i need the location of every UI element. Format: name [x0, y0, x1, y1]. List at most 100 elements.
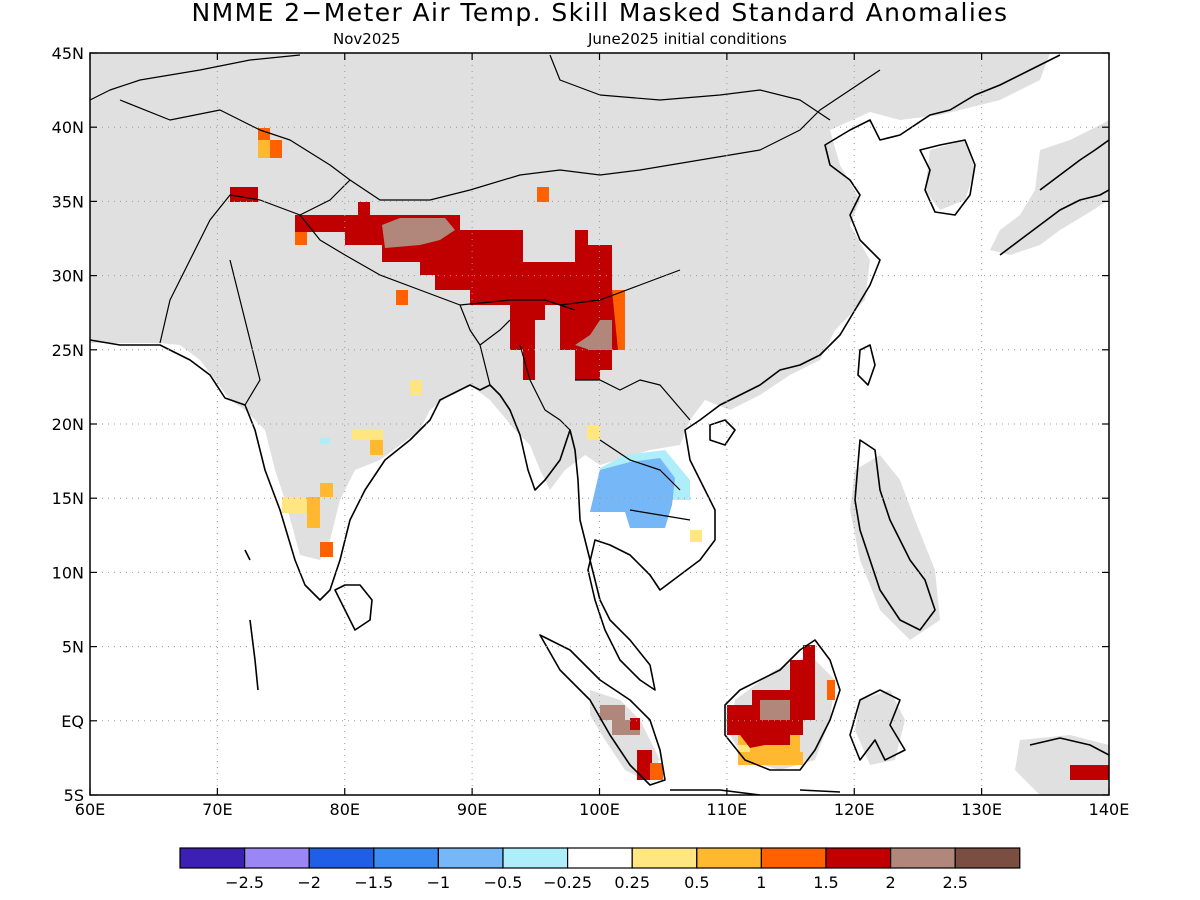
anomaly-cell [396, 290, 408, 305]
coastline-sulawesi [849, 689, 906, 761]
colorbar-swatch [179, 847, 246, 869]
lat-tick-label: 10N [52, 563, 84, 582]
anomaly-cell [612, 290, 625, 350]
coastline-taiwan [857, 344, 876, 386]
colorbar-label: −0.25 [543, 873, 592, 892]
anomaly-cell [775, 752, 803, 765]
lat-tick-label: 40N [52, 118, 84, 137]
map-title: NMME 2−Meter Air Temp. Skill Masked Stan… [191, 0, 1009, 27]
colorbar-label: 0.25 [614, 873, 650, 892]
colorbar-swatch [566, 847, 633, 869]
lon-tick-label: 60E [75, 800, 105, 819]
anomaly-cell [307, 497, 320, 528]
colorbar-swatch [502, 847, 569, 869]
forecast-month: Nov2025 [333, 30, 401, 48]
colorbar-legend: −2.5 −2 −1.5 −1 −0.5 −0.25 0.25 0.5 1 1.5 2 2.5 [179, 847, 1021, 892]
colorbar-label: −0.5 [484, 873, 523, 892]
lat-tick-label: 30N [52, 267, 84, 286]
anomaly-cell [537, 187, 549, 202]
anomaly-cell [590, 458, 675, 528]
lat-tick-label: 5S [64, 786, 84, 805]
anomaly-cell [320, 542, 333, 557]
lat-tick-label: EQ [61, 712, 84, 731]
anomaly-cell [637, 750, 652, 780]
anomaly-cell [1070, 765, 1109, 780]
colorbar-swatch [308, 847, 375, 869]
lat-tick-label: 35N [52, 192, 84, 211]
anomaly-cell [230, 187, 258, 202]
masked-philippines [850, 455, 940, 640]
colorbar-label: −2.5 [225, 873, 264, 892]
masked-sulawesi [855, 690, 905, 765]
coastline-layer [90, 54, 1109, 795]
coastline-mainland [90, 54, 1061, 691]
lon-tick-label: 110E [707, 800, 748, 819]
anomaly-cell [827, 680, 835, 700]
axis-layer: 60E 70E 80E 90E 100E 110E 120E 130E 140E 45N 40N 35… [52, 44, 1130, 819]
colorbar-label: −1 [427, 873, 451, 892]
lat-tick-label: 45N [52, 44, 84, 63]
grid-layer [90, 53, 1109, 795]
colorbar-swatch [437, 847, 504, 869]
anomaly-cell [738, 745, 750, 752]
colorbar-label: −2 [297, 873, 321, 892]
colorbar-swatch [696, 847, 762, 869]
colorbar-swatch [373, 847, 439, 869]
anomaly-cells-layer [230, 128, 1109, 780]
anomaly-cell [295, 202, 523, 305]
colorbar-label: −1.5 [354, 873, 393, 892]
coastline-japan [999, 139, 1109, 256]
masked-japan [990, 120, 1109, 255]
coastline-india [334, 584, 373, 631]
lon-tick-label: 130E [961, 800, 1002, 819]
country-borders [90, 54, 881, 521]
colorbar-label: 1.5 [813, 873, 838, 892]
initial-conditions: June2025 initial conditions [588, 30, 787, 48]
lon-tick-label: 90E [457, 800, 487, 819]
coastline-korea [919, 139, 976, 216]
coastline-philippines [854, 439, 936, 631]
coastline-borneo [724, 639, 841, 771]
anomaly-cell [690, 530, 702, 542]
anomaly-cell [295, 232, 307, 245]
coastline-sumatra [539, 634, 666, 786]
coastline-new-guinea [1029, 737, 1109, 756]
coastline-sri-lanka-islands [244, 549, 259, 691]
lon-tick-label: 70E [202, 800, 232, 819]
masked-korea [925, 140, 975, 210]
anomaly-cell [630, 718, 640, 730]
colorbar-label: 0.5 [684, 873, 709, 892]
coastline-java [670, 789, 841, 795]
anomaly-cell [410, 380, 422, 395]
anomaly-cell [370, 440, 383, 455]
anomaly-cell [760, 700, 790, 720]
anomaly-cell [258, 140, 270, 158]
anomaly-cell [575, 320, 612, 350]
lon-tick-label: 140E [1089, 800, 1130, 819]
colorbar-label: 1 [756, 873, 766, 892]
anomaly-cell [320, 483, 333, 497]
lat-tick-label: 5N [62, 638, 84, 657]
colorbar-swatch [954, 847, 1021, 869]
anomaly-cell [650, 763, 663, 780]
anomaly-cell [382, 218, 455, 248]
anomaly-cell [587, 425, 600, 440]
colorbar-swatch [760, 847, 827, 869]
colorbar-swatch [631, 847, 698, 869]
colorbar-swatch [244, 847, 310, 869]
lat-tick-label: 25N [52, 341, 84, 360]
anomaly-cell [320, 438, 330, 444]
lon-tick-label: 100E [579, 800, 620, 819]
colorbar-swatch [825, 847, 892, 869]
lat-tick-label: 20N [52, 415, 84, 434]
coastline-hainan [709, 419, 736, 446]
colorbar-swatch [889, 847, 956, 869]
lon-tick-label: 120E [834, 800, 875, 819]
lon-tick-label: 80E [330, 800, 360, 819]
colorbar-label: 2 [886, 873, 896, 892]
lat-tick-label: 15N [52, 489, 84, 508]
anomaly-cell [727, 645, 815, 748]
anomaly-cell [510, 290, 545, 380]
colorbar-label: 2.5 [942, 873, 967, 892]
